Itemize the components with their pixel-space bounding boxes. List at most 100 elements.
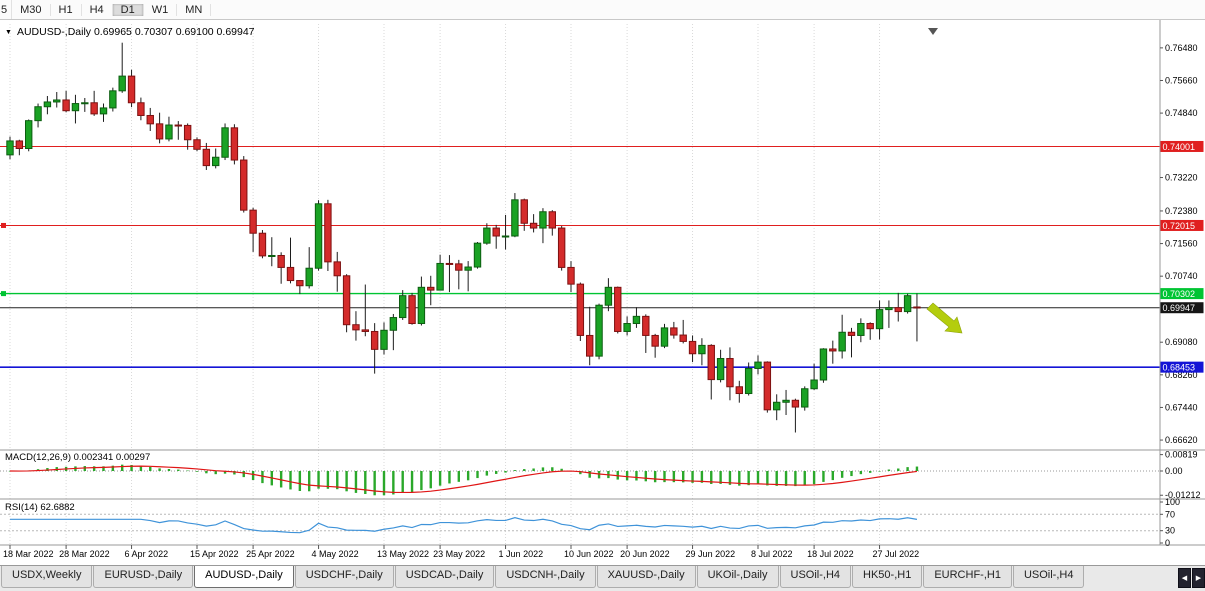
candle bbox=[221, 123, 229, 161]
macd-histogram-bar bbox=[794, 471, 797, 487]
rsi-axis-label: 70 bbox=[1165, 509, 1175, 519]
tab-scroll-right-button[interactable]: ▶ bbox=[1192, 568, 1205, 588]
chart-tab-ukoil-daily[interactable]: UKOil-,Daily bbox=[696, 566, 779, 588]
macd-histogram-bar bbox=[523, 469, 526, 471]
chart-tab-usoil-h4[interactable]: USOil-,H4 bbox=[779, 566, 852, 588]
candle bbox=[866, 322, 874, 340]
price-axis-label: 0.70740 bbox=[1165, 271, 1198, 281]
candle bbox=[62, 90, 70, 113]
macd-histogram-bar bbox=[766, 471, 769, 486]
candle bbox=[137, 97, 145, 121]
rsi-axis-label: 0 bbox=[1165, 538, 1170, 548]
candle bbox=[623, 316, 631, 336]
timeframe-button-w1[interactable]: W1 bbox=[144, 4, 178, 16]
macd-histogram-bar bbox=[915, 466, 919, 471]
candle bbox=[492, 224, 500, 249]
macd-histogram-bar bbox=[551, 467, 554, 471]
macd-histogram-bar bbox=[513, 470, 517, 471]
macd-histogram-bar bbox=[354, 471, 358, 493]
timeframe-button-h4[interactable]: H4 bbox=[82, 4, 113, 16]
arrow-annotation[interactable] bbox=[926, 302, 963, 334]
candle bbox=[15, 139, 24, 156]
candle bbox=[707, 344, 715, 400]
macd-histogram-bar bbox=[261, 471, 264, 484]
chart-tab-usdcnh-daily[interactable]: USDCNH-,Daily bbox=[495, 566, 596, 588]
price-axis-label: 0.76480 bbox=[1165, 43, 1198, 53]
candle bbox=[688, 335, 697, 363]
macd-axis-label: 0.00 bbox=[1165, 466, 1183, 476]
macd-histogram-bar bbox=[887, 469, 891, 471]
price-axis-label: 0.73220 bbox=[1165, 173, 1198, 183]
candle bbox=[801, 386, 809, 411]
tab-scroll-controls: ◀ ▶ bbox=[1178, 568, 1205, 588]
chart-canvas[interactable]: 0.76480 0.75660 0.74840 0.73220 0.72380 0.715… bbox=[0, 20, 1205, 565]
chart-tab-usdcad-daily[interactable]: USDCAD-,Daily bbox=[394, 566, 495, 588]
time-axis-label: 18 Jul 2022 bbox=[807, 549, 854, 559]
macd-histogram-bar bbox=[822, 471, 825, 482]
timeframe-button-partial[interactable]: 5 bbox=[0, 0, 13, 19]
timeframe-button-mn[interactable]: MN bbox=[177, 4, 212, 16]
price-axis-label: 0.67440 bbox=[1165, 402, 1198, 412]
candle bbox=[875, 300, 884, 340]
candle bbox=[258, 230, 267, 259]
candle bbox=[726, 347, 734, 401]
macd-histogram-bar bbox=[541, 467, 545, 471]
candle bbox=[586, 306, 594, 366]
candle bbox=[230, 124, 239, 165]
candle bbox=[370, 323, 379, 374]
chart-tab-xauusd-daily[interactable]: XAUUSD-,Daily bbox=[596, 566, 696, 588]
chart-tab-eurusd-daily[interactable]: EURUSD-,Daily bbox=[93, 566, 194, 588]
tab-scroll-left-button[interactable]: ◀ bbox=[1178, 568, 1191, 588]
candle bbox=[277, 252, 285, 284]
timeframe-button-d1[interactable]: D1 bbox=[112, 4, 144, 16]
time-axis-label: 18 Mar 2022 bbox=[3, 549, 54, 559]
chart-tab-usoil-h4[interactable]: USOil-,H4 bbox=[1012, 566, 1085, 588]
rsi-axis-label: 100 bbox=[1165, 497, 1180, 507]
candle bbox=[165, 116, 173, 142]
candle bbox=[183, 123, 192, 150]
macd-histogram-bar bbox=[130, 464, 133, 471]
chart-tab-usdchf-daily[interactable]: USDCHF-,Daily bbox=[294, 566, 394, 588]
candle bbox=[445, 255, 454, 293]
price-axis[interactable]: 0.76480 0.75660 0.74840 0.73220 0.72380 0.715… bbox=[1160, 43, 1204, 548]
time-axis-label: 4 May 2022 bbox=[312, 549, 359, 559]
price-axis-label: 0.69080 bbox=[1165, 337, 1198, 347]
chart-tab-audusd-daily[interactable]: AUDUSD-,Daily bbox=[194, 566, 294, 588]
macd-histogram-bar bbox=[784, 471, 788, 486]
macd-histogram-bar bbox=[859, 471, 863, 475]
macd-panel bbox=[0, 464, 1160, 496]
candlestick-series bbox=[6, 42, 921, 433]
macd-histogram-bar bbox=[457, 471, 460, 482]
macd-histogram-bar bbox=[336, 471, 339, 490]
chart-tab-eurchf-h1[interactable]: EURCHF-,H1 bbox=[923, 566, 1012, 588]
chart-shift-marker[interactable] bbox=[928, 28, 938, 35]
candle bbox=[773, 394, 781, 421]
price-label-text: 0.69947 bbox=[1163, 303, 1196, 313]
time-axis[interactable]: 18 Mar 2022 28 Mar 2022 6 Apr 2022 15 Apr 2… bbox=[3, 545, 919, 559]
macd-histogram-bar bbox=[560, 468, 563, 471]
horizontal-lines[interactable] bbox=[0, 145, 1160, 368]
macd-histogram-bar bbox=[223, 471, 227, 474]
timeframe-button-m30[interactable]: M30 bbox=[12, 4, 51, 16]
macd-histogram-bar bbox=[644, 471, 647, 482]
timeframe-button-h1[interactable]: H1 bbox=[51, 4, 82, 16]
line-handle[interactable] bbox=[1, 222, 6, 228]
candle bbox=[436, 254, 444, 291]
candle bbox=[464, 261, 472, 292]
price-label-box bbox=[1160, 288, 1204, 300]
chart-area[interactable]: 0.76480 0.75660 0.74840 0.73220 0.72380 0.715… bbox=[0, 20, 1205, 565]
candle bbox=[791, 398, 800, 433]
rsi-line bbox=[10, 517, 918, 534]
price-axis-label: 0.75660 bbox=[1165, 75, 1198, 85]
chart-tab-usdx-weekly[interactable]: USDX,Weekly bbox=[1, 566, 93, 588]
macd-histogram-bar bbox=[279, 471, 283, 488]
candle bbox=[595, 303, 603, 360]
price-axis-label: 0.71560 bbox=[1165, 239, 1198, 249]
chart-tab-hk50-h1[interactable]: HK50-,H1 bbox=[852, 566, 923, 588]
price-label-box bbox=[1160, 140, 1204, 152]
line-handle[interactable] bbox=[1, 291, 6, 297]
price-axis-label: 0.74840 bbox=[1165, 108, 1198, 118]
macd-histogram-bar bbox=[438, 471, 442, 486]
macd-histogram-bar bbox=[466, 471, 470, 481]
